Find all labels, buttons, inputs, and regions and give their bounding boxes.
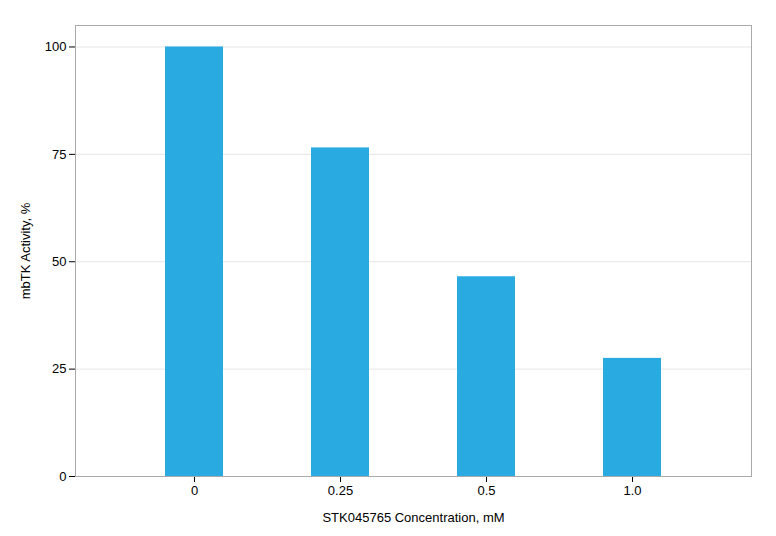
svg-text:100: 100 [45,39,67,54]
svg-text:75: 75 [52,147,66,162]
svg-text:50: 50 [52,254,66,269]
svg-text:0.5: 0.5 [477,483,495,498]
svg-text:0.25: 0.25 [328,483,353,498]
svg-text:STK045765 Concentration, mM: STK045765 Concentration, mM [322,510,504,525]
svg-text:0: 0 [59,469,66,484]
svg-text:0: 0 [191,483,198,498]
svg-text:25: 25 [52,361,66,376]
svg-text:1.0: 1.0 [623,483,641,498]
svg-text:mbTK Activity, %: mbTK Activity, % [18,202,33,299]
